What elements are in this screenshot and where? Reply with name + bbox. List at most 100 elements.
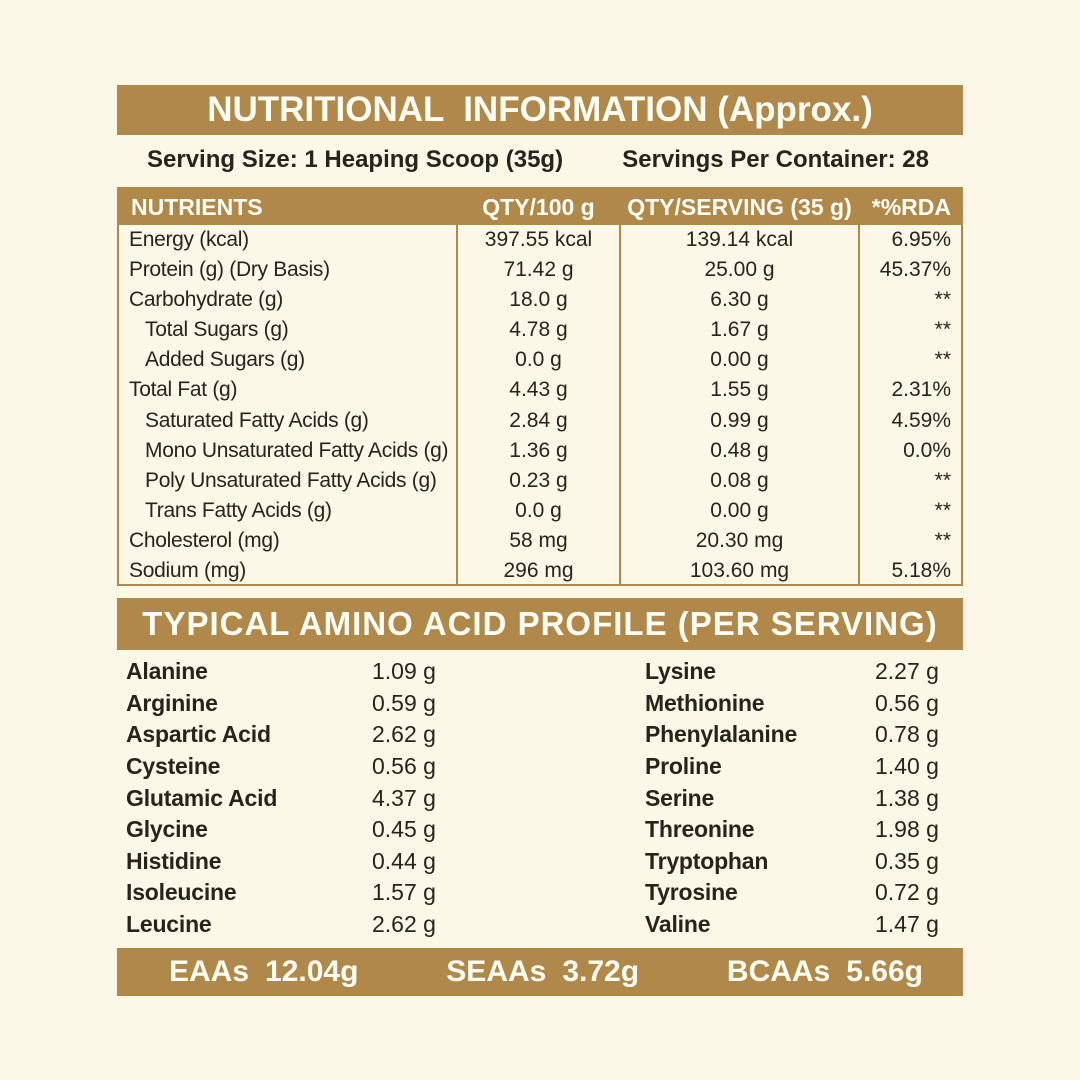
amino-column-left: Alanine 1.09 g Arginine 0.59 g Aspartic Acid… xyxy=(126,656,546,940)
serving-row: Serving Size: 1 Heaping Scoop (35g) Serv… xyxy=(117,138,963,182)
amino-acid-name: Leucine xyxy=(126,910,212,937)
nutrient-rda: ** xyxy=(934,288,951,312)
amino-column-right: Lysine 2.27 g Methionine 0.56 g Phenylalanin… xyxy=(645,656,963,940)
amino-acid-value: 1.40 g xyxy=(875,752,939,779)
nutrient-qty-100g: 18.0 g xyxy=(509,288,568,312)
nutrient-name: Total Sugars (g) xyxy=(145,318,289,342)
nutrient-name: Added Sugars (g) xyxy=(145,348,305,372)
amino-acid-name: Aspartic Acid xyxy=(126,721,271,748)
amino-acid-row: Threonine 1.98 g xyxy=(645,814,963,846)
nutrient-qty-serving: 20.30 mg xyxy=(695,528,784,552)
amino-acid-name: Glutamic Acid xyxy=(126,784,278,811)
nutrition-table-row: Cholesterol (mg) 58 mg 20.30 mg ** xyxy=(119,526,961,556)
amino-acid-name: Tryptophan xyxy=(645,847,769,874)
nutrient-qty-serving: 139.14 kcal xyxy=(685,228,794,252)
amino-acid-row: Methionine 0.56 g xyxy=(645,688,963,720)
amino-acid-row: Tyrosine 0.72 g xyxy=(645,877,963,909)
summary-item: SEAAs 3.72g xyxy=(446,955,639,989)
summary-label: SEAAs xyxy=(446,955,547,988)
amino-acid-name: Histidine xyxy=(126,847,222,874)
nutrient-name: Trans Fatty Acids (g) xyxy=(145,498,332,522)
amino-acid-row: Glutamic Acid 4.37 g xyxy=(126,782,546,814)
nutrient-name: Carbohydrate (g) xyxy=(129,288,283,312)
amino-acid-name: Threonine xyxy=(645,816,755,843)
column-divider xyxy=(619,225,621,586)
nutrient-qty-serving: 25.00 g xyxy=(704,258,775,282)
nutrient-qty-100g: 397.55 kcal xyxy=(484,228,593,252)
nutrient-qty-100g: 2.84 g xyxy=(509,408,568,432)
nutrient-qty-100g: 4.43 g xyxy=(509,378,568,402)
amino-acid-name: Alanine xyxy=(126,658,208,685)
amino-acid-value: 0.56 g xyxy=(875,689,939,716)
amino-acid-value: 0.45 g xyxy=(372,816,436,843)
amino-acid-value: 2.62 g xyxy=(372,721,436,748)
nutrition-table-body: Energy (kcal) 397.55 kcal 139.14 kcal 6.95%… xyxy=(119,225,961,586)
amino-acid-row: Leucine 2.62 g xyxy=(126,909,546,941)
amino-profile-title: TYPICAL AMINO ACID PROFILE (PER SERVING) xyxy=(142,605,938,642)
nutrient-qty-serving: 1.67 g xyxy=(710,318,769,342)
column-header-nutrients: NUTRIENTS xyxy=(131,193,263,220)
amino-acid-name: Phenylalanine xyxy=(645,721,798,748)
column-divider xyxy=(456,225,458,586)
amino-acid-name: Isoleucine xyxy=(126,879,237,906)
nutrient-rda: 0.0% xyxy=(903,438,951,462)
nutrition-table-row: Total Sugars (g) 4.78 g 1.67 g ** xyxy=(119,315,961,345)
summary-value: 12.04g xyxy=(265,955,359,988)
nutrient-qty-serving: 103.60 mg xyxy=(689,558,790,582)
amino-acid-row: Histidine 0.44 g xyxy=(126,845,546,877)
nutrient-name: Mono Unsaturated Fatty Acids (g) xyxy=(145,438,449,462)
nutrition-table-row: Added Sugars (g) 0.0 g 0.00 g ** xyxy=(119,345,961,375)
nutrient-name: Saturated Fatty Acids (g) xyxy=(145,408,369,432)
amino-acid-name: Glycine xyxy=(126,816,208,843)
nutrition-table-row: Carbohydrate (g) 18.0 g 6.30 g ** xyxy=(119,285,961,315)
nutrient-name: Sodium (mg) xyxy=(129,558,246,582)
amino-acid-name: Methionine xyxy=(645,689,765,716)
nutrient-qty-100g: 0.23 g xyxy=(509,468,568,492)
nutrient-rda: 2.31% xyxy=(891,378,951,402)
column-header-rda: *%RDA xyxy=(871,193,951,220)
amino-acid-row: Alanine 1.09 g xyxy=(126,656,546,688)
summary-item: EAAs 12.04g xyxy=(169,955,358,989)
amino-acid-row: Arginine 0.59 g xyxy=(126,688,546,720)
nutrient-rda: ** xyxy=(934,468,951,492)
nutrition-info-title: NUTRITIONAL INFORMATION (Approx.) xyxy=(207,90,873,129)
nutrient-name: Cholesterol (mg) xyxy=(129,528,280,552)
nutrient-qty-100g: 58 mg xyxy=(509,528,568,552)
amino-acid-row: Phenylalanine 0.78 g xyxy=(645,719,963,751)
nutrient-name: Energy (kcal) xyxy=(129,228,249,252)
nutrient-qty-serving: 0.00 g xyxy=(710,348,769,372)
nutrient-rda: 6.95% xyxy=(891,228,951,252)
nutrient-rda: 5.18% xyxy=(891,558,951,582)
nutrient-qty-serving: 0.00 g xyxy=(710,498,769,522)
nutrition-table-row: Poly Unsaturated Fatty Acids (g) 0.23 g 0.… xyxy=(119,466,961,496)
summary-value: 3.72g xyxy=(562,955,640,988)
nutrient-qty-100g: 71.42 g xyxy=(503,258,574,282)
servings-per-container-text: Servings Per Container: 28 xyxy=(622,146,929,173)
amino-acid-value: 0.35 g xyxy=(875,847,939,874)
amino-acid-name: Proline xyxy=(645,752,722,779)
nutrition-table-row: Energy (kcal) 397.55 kcal 139.14 kcal 6.95% xyxy=(119,225,961,255)
nutrition-table-header: NUTRIENTS QTY/100 g QTY/SERVING (35 g) *… xyxy=(119,189,961,225)
amino-acid-row: Valine 1.47 g xyxy=(645,909,963,941)
amino-acid-value: 0.72 g xyxy=(875,879,939,906)
summary-item: BCAAs 5.66g xyxy=(727,955,923,989)
nutrient-name: Poly Unsaturated Fatty Acids (g) xyxy=(145,468,437,492)
nutrient-rda: ** xyxy=(934,318,951,342)
nutrient-rda: ** xyxy=(934,528,951,552)
amino-acid-name: Arginine xyxy=(126,689,218,716)
nutrient-qty-serving: 1.55 g xyxy=(710,378,769,402)
nutrition-table-row: Protein (g) (Dry Basis) 71.42 g 25.00 g 45.… xyxy=(119,255,961,285)
summary-value: 5.66g xyxy=(846,955,923,988)
nutrition-table: NUTRIENTS QTY/100 g QTY/SERVING (35 g) *… xyxy=(117,187,963,586)
amino-acid-value: 1.38 g xyxy=(875,784,939,811)
nutrient-qty-100g: 4.78 g xyxy=(509,318,568,342)
nutrition-table-row: Sodium (mg) 296 mg 103.60 mg 5.18% xyxy=(119,556,961,586)
amino-acid-value: 1.47 g xyxy=(875,910,939,937)
nutrient-qty-100g: 0.0 g xyxy=(515,348,562,372)
amino-acid-row: Glycine 0.45 g xyxy=(126,814,546,846)
amino-acid-row: Lysine 2.27 g xyxy=(645,656,963,688)
nutrition-table-row: Saturated Fatty Acids (g) 2.84 g 0.99 g 4.5… xyxy=(119,405,961,435)
amino-acid-value: 2.27 g xyxy=(875,658,939,685)
amino-acid-name: Lysine xyxy=(645,658,716,685)
